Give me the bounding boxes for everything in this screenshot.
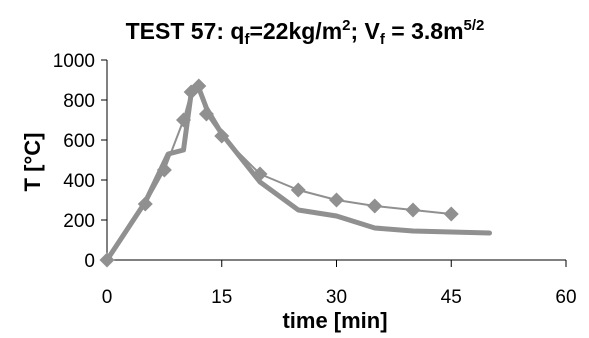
title-mid: =22kg/m <box>249 18 342 44</box>
series-1-marker <box>329 192 344 208</box>
y-tick-label: 400 <box>63 171 95 192</box>
x-tick-label: 0 <box>102 287 113 308</box>
x-axis-label: time [min] <box>282 308 387 333</box>
y-tick-label: 200 <box>63 211 95 232</box>
title-mid-3: = 3.8m <box>385 18 464 44</box>
x-tick-label: 15 <box>211 287 232 308</box>
x-tick-label: 45 <box>441 287 462 308</box>
series-1-marker <box>405 202 421 218</box>
series-2-line <box>104 85 492 263</box>
title-mid-2: ; V <box>351 18 381 44</box>
y-tick-label: 0 <box>84 251 95 272</box>
chart-title: TEST 57: qf=22kg/m2; Vf = 3.8m5/2 <box>126 17 485 48</box>
tick-labels: 0 200 400 600 800 1000 0 15 30 45 60 <box>53 51 577 308</box>
y-tick-label: 1000 <box>53 51 95 72</box>
title-sub-1: f <box>244 31 250 48</box>
x-tick-label: 60 <box>555 287 576 308</box>
title-sub-2: f <box>380 31 386 48</box>
title-sup-1: 2 <box>342 17 350 34</box>
title-prefix: TEST 57: q <box>126 18 245 44</box>
x-tick-label: 30 <box>326 287 347 308</box>
y-axis-label: T [°C] <box>20 133 45 192</box>
series-layer <box>99 78 492 268</box>
title-sup-2: 5/2 <box>464 17 485 34</box>
y-tick-label: 800 <box>63 91 95 112</box>
series-1-marker <box>367 198 383 214</box>
series-1-marker <box>290 182 306 198</box>
y-tick-label: 600 <box>63 131 95 152</box>
axes <box>101 59 567 267</box>
series-1-marker <box>443 206 459 222</box>
